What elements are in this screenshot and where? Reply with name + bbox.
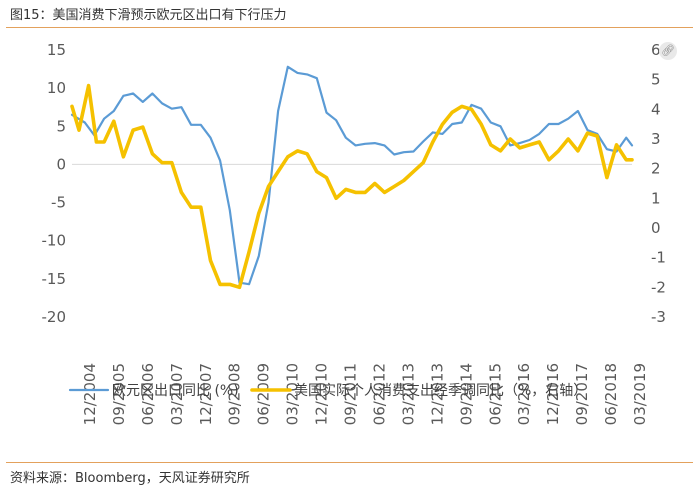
x-tick-label: 12/2007: [197, 363, 215, 425]
legend: 欧元区出口同比 (%) 美国实际个人消费支出经季调同比（%，右轴）: [68, 383, 587, 399]
y-left-tick-label: -15: [42, 270, 67, 288]
series-line-eurozone-exports: [70, 65, 634, 286]
x-tick-label: 12/2016: [544, 363, 562, 425]
x-tick-label: 06/2018: [602, 363, 620, 425]
y-right-tick-label: 5: [651, 71, 661, 89]
y-right-tick-label: 0: [651, 219, 661, 237]
y-right-axis: 6 5 4 3 2 1 0 -1 -2 -3: [651, 41, 666, 326]
x-tick-label: 06/2015: [486, 363, 504, 425]
legend-label: 美国实际个人消费支出经季调同比（%，右轴）: [294, 383, 587, 399]
y-left-axis: 15 10 5 0 -5 -10 -15 -20: [42, 41, 67, 326]
x-tick-label: 03/2013: [399, 363, 417, 425]
x-tick-label: 09/2017: [573, 363, 591, 425]
x-tick-label: 09/2005: [110, 363, 128, 425]
y-left-tick-label: 10: [47, 79, 66, 97]
x-tick-label: 09/2011: [342, 363, 360, 425]
series-layer: [70, 65, 634, 290]
y-left-tick-label: 5: [56, 117, 66, 135]
x-tick-label: 03/2019: [631, 363, 649, 425]
top-divider: [6, 27, 693, 28]
x-tick-label: 03/2007: [168, 363, 186, 425]
x-tick-label: 12/2004: [81, 363, 99, 425]
y-left-tick-label: -5: [51, 194, 66, 212]
series-line-us-consumption: [70, 83, 634, 290]
y-right-tick-label: -2: [651, 278, 666, 296]
y-right-tick-label: 2: [651, 160, 661, 178]
x-axis: 12/2004 09/2005 06/2006 03/2007 12/2007 09/20…: [81, 363, 649, 425]
source-note: 资料来源：Bloomberg，天风证券研究所: [10, 471, 250, 486]
y-right-tick-label: -1: [651, 249, 666, 267]
y-left-tick-label: 0: [56, 155, 66, 173]
y-left-tick-label: -20: [42, 308, 67, 326]
bottom-divider: [6, 462, 693, 463]
legend-label: 欧元区出口同比 (%): [112, 383, 239, 399]
x-tick-label: 12/2010: [313, 363, 331, 425]
y-right-tick-label: 1: [651, 189, 661, 207]
link-icon[interactable]: 🔗︎: [659, 42, 677, 60]
y-right-tick-label: 4: [651, 100, 661, 118]
y-left-tick-label: -10: [42, 232, 67, 250]
y-right-tick-label: 3: [651, 130, 661, 148]
y-right-tick-label: 6: [651, 41, 661, 59]
x-tick-label: 06/2009: [255, 363, 273, 425]
x-tick-label: 12/2013: [428, 363, 446, 425]
figure-title: 图15：美国消费下滑预示欧元区出口有下行压力: [10, 8, 287, 23]
y-right-tick-label: -3: [651, 308, 666, 326]
x-tick-label: 06/2006: [139, 363, 157, 425]
x-tick-label: 06/2012: [370, 363, 388, 425]
x-tick-label: 09/2008: [226, 363, 244, 425]
x-tick-label: 03/2016: [515, 363, 533, 425]
x-tick-label: 09/2014: [457, 363, 475, 425]
y-left-tick-label: 15: [47, 41, 66, 59]
x-tick-label: 03/2010: [284, 363, 302, 425]
